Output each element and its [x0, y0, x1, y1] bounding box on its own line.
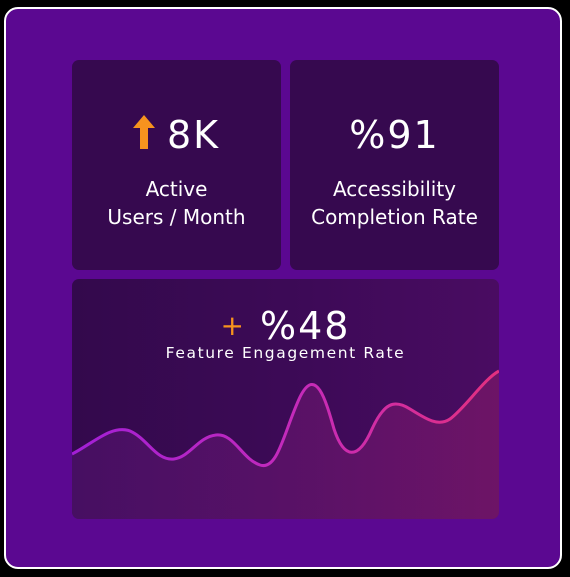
- engagement-wave-chart: [72, 369, 499, 519]
- accessibility-label-line2: Completion Rate: [311, 205, 478, 229]
- engagement-value: %48: [260, 304, 351, 348]
- engagement-label: Feature Engagement Rate: [165, 344, 406, 362]
- engagement-wave-line: [72, 369, 499, 467]
- engagement-card: + %48 Feature Engagement Rate: [72, 279, 499, 519]
- accessibility-card: %91 Accessibility Completion Rate: [290, 60, 499, 270]
- arrow-up-icon: [132, 114, 155, 155]
- active-users-value: 8K: [166, 113, 221, 157]
- active-users-card: 8K Active Users / Month: [72, 60, 281, 270]
- accessibility-value: %91: [349, 113, 440, 157]
- dashboard-frame: 8K Active Users / Month %91 Accessibilit…: [4, 7, 562, 569]
- accessibility-label-line1: Accessibility: [332, 177, 457, 201]
- active-users-label-line1: Active: [145, 177, 208, 201]
- active-users-label-line2: Users / Month: [107, 205, 246, 229]
- plus-icon: +: [220, 309, 246, 342]
- active-users-value-row: 8K: [72, 113, 281, 157]
- accessibility-label: Accessibility Completion Rate: [290, 175, 499, 231]
- active-users-label: Active Users / Month: [72, 175, 281, 231]
- engagement-value-row: + %48: [72, 307, 499, 345]
- engagement-wave-fill: [72, 371, 499, 519]
